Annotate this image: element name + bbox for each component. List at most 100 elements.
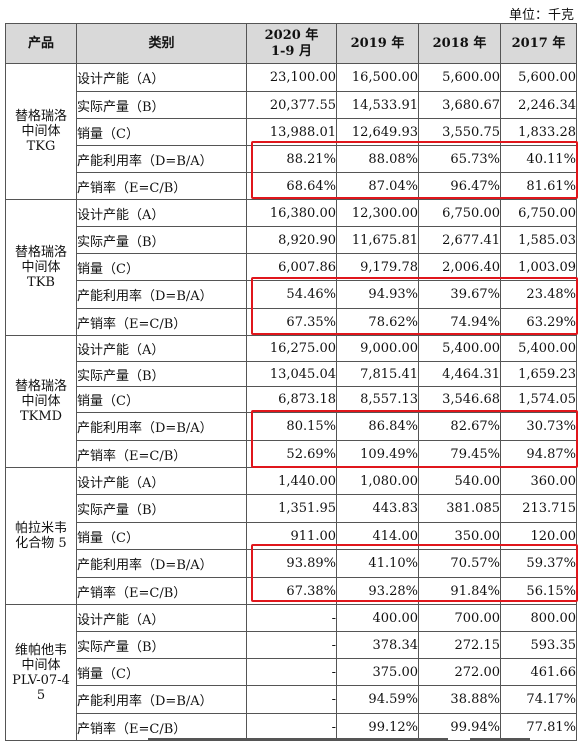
value-cell: 40.11% — [500, 145, 577, 173]
category-cell: 产销率（E=C/B） — [76, 713, 247, 741]
value-cell: 23.48% — [500, 280, 577, 309]
value-cell: 6,750.00 — [500, 199, 577, 227]
value-cell: 13,988.01 — [246, 118, 337, 146]
value-cell: 96.47% — [418, 172, 501, 200]
value-cell: 94.87% — [500, 440, 577, 468]
table-row: 实际产量（B） 20,377.55 14,533.91 3,680.67 2,246.3… — [6, 91, 577, 119]
category-cell: 实际产量（B） — [76, 494, 247, 523]
category-cell: 产能利用率（D=B/A） — [76, 412, 247, 441]
category-cell: 产能利用率（D=B/A） — [76, 549, 247, 578]
value-cell: 540.00 — [418, 467, 501, 495]
value-cell: 63.29% — [500, 308, 577, 336]
value-cell: 8,920.90 — [246, 226, 337, 254]
value-cell: 59.37% — [500, 549, 577, 578]
table-row: 实际产量（B） 1,351.95 443.83 381.085 213.715 — [6, 494, 577, 523]
table-row: 销量（C） 6,007.86 9,179.78 2,006.40 1,003.09 — [6, 253, 577, 281]
value-cell: 67.35% — [246, 308, 337, 336]
value-cell: 2,006.40 — [418, 253, 501, 281]
value-cell: 5,600.00 — [418, 63, 501, 92]
header-category: 类别 — [76, 23, 247, 64]
table-row: 销量（C） 13,988.01 12,649.93 3,550.75 1,833.28 — [6, 118, 577, 146]
value-cell: 272.00 — [418, 658, 501, 686]
value-cell: - — [246, 685, 337, 714]
category-cell: 设计产能（A） — [76, 604, 247, 632]
table-row: 产销率（E=C/B） 68.64% 87.04% 96.47% 81.61% — [6, 172, 577, 200]
category-cell: 产销率（E=C/B） — [76, 577, 247, 605]
value-cell: 93.28% — [336, 577, 419, 605]
value-cell: 3,680.67 — [418, 91, 501, 119]
value-cell: 68.64% — [246, 172, 337, 200]
value-cell: 30.73% — [500, 412, 577, 441]
value-cell: 1,659.23 — [500, 361, 577, 387]
value-cell: 700.00 — [418, 604, 501, 632]
category-cell: 设计产能（A） — [76, 199, 247, 227]
header-product: 产品 — [5, 23, 77, 64]
value-cell: 5,400.00 — [418, 335, 501, 362]
header-row: 产品 类别 2020 年 1-9 月 2019 年 2018 年 2017 年 — [5, 23, 577, 64]
value-cell: 461.66 — [500, 658, 577, 686]
category-cell: 产能利用率（D=B/A） — [76, 685, 247, 714]
value-cell: 6,007.86 — [246, 253, 337, 281]
value-cell: 67.38% — [246, 577, 337, 605]
table-row: 产销率（E=C/B） 67.38% 93.28% 91.84% 56.15% — [6, 577, 577, 605]
value-cell: 94.59% — [336, 685, 419, 714]
value-cell: 360.00 — [500, 467, 577, 495]
table-row: 产能利用率（D=B/A） 54.46% 94.93% 39.67% 23.48% — [6, 280, 577, 309]
value-cell: 39.67% — [418, 280, 501, 309]
category-cell: 销量（C） — [76, 118, 247, 146]
value-cell: 23,100.00 — [246, 63, 337, 92]
table-row: 实际产量（B） 13,045.04 7,815.41 4,464.31 1,659.23 — [6, 361, 577, 387]
unit-label: 单位：千克 — [508, 8, 574, 23]
value-cell: 2,677.41 — [418, 226, 501, 254]
cropped-text-fragment — [0, 738, 588, 750]
value-cell: 7,815.41 — [336, 361, 419, 387]
value-cell: 378.34 — [336, 631, 419, 659]
value-cell: 375.00 — [336, 658, 419, 686]
value-cell: 1,440.00 — [246, 467, 337, 495]
value-cell: 56.15% — [500, 577, 577, 605]
value-cell: 2,246.34 — [500, 91, 577, 119]
value-cell: 99.94% — [418, 713, 501, 741]
value-cell: 6,750.00 — [418, 199, 501, 227]
value-cell: 3,546.68 — [418, 386, 501, 413]
table-row: 产销率（E=C/B） 52.69% 109.49% 79.45% 94.87% — [6, 440, 577, 468]
product-name: 维帕他韦 中间体 PLV-07-4 5 — [5, 604, 77, 741]
value-cell: 80.15% — [246, 412, 337, 441]
value-cell: 1,585.03 — [500, 226, 577, 254]
table-row: 产能利用率（D=B/A） 88.21% 88.08% 65.73% 40.11% — [6, 145, 577, 173]
value-cell: 400.00 — [336, 604, 419, 632]
value-cell: 272.15 — [418, 631, 501, 659]
category-cell: 销量（C） — [76, 386, 247, 413]
table-body: 替格瑞洛 中间体 TKG 设计产能（A） 23,100.00 16,500.00 5,6… — [5, 63, 577, 741]
value-cell: 65.73% — [418, 145, 501, 173]
value-cell: 6,873.18 — [246, 386, 337, 413]
value-cell: 9,000.00 — [336, 335, 419, 362]
value-cell: 11,675.81 — [336, 226, 419, 254]
table-row: 替格瑞洛 中间体 TKB 设计产能（A） 16,380.00 12,300.00 6,7… — [5, 199, 577, 336]
category-cell: 销量（C） — [76, 253, 247, 281]
value-cell: 12,300.00 — [336, 199, 419, 227]
value-cell: 5,600.00 — [500, 63, 577, 92]
table-row: 实际产量（B） 8,920.90 11,675.81 2,677.41 1,585.03 — [6, 226, 577, 254]
header-2018: 2018 年 — [418, 23, 501, 64]
table-row: 替格瑞洛 中间体 TKG 设计产能（A） 23,100.00 16,500.00 5,6… — [5, 63, 577, 200]
value-cell: 81.61% — [500, 172, 577, 200]
value-cell: 94.93% — [336, 280, 419, 309]
table-row: 替格瑞洛 中间体 TKMD 设计产能（A） 16,275.00 9,000.00 5,4… — [5, 335, 577, 468]
category-cell: 实际产量（B） — [76, 226, 247, 254]
table-row: 产销率（E=C/B） 67.35% 78.62% 74.94% 63.29% — [6, 308, 577, 336]
value-cell: 5,400.00 — [500, 335, 577, 362]
value-cell: 213.715 — [500, 494, 577, 523]
table-row: 产能利用率（D=B/A） 93.89% 41.10% 70.57% 59.37% — [6, 549, 577, 578]
product-name: 替格瑞洛 中间体 TKG — [5, 63, 77, 200]
value-cell: 16,500.00 — [336, 63, 419, 92]
value-cell: 593.35 — [500, 631, 577, 659]
value-cell: 800.00 — [500, 604, 577, 632]
category-cell: 实际产量（B） — [76, 91, 247, 119]
table-row: 销量（C） -375.00 272.00 461.66 — [6, 658, 577, 686]
product-name: 帕拉米韦 化合物 5 — [5, 467, 77, 605]
value-cell: 41.10% — [336, 549, 419, 578]
category-cell: 产能利用率（D=B/A） — [76, 145, 247, 173]
value-cell: 1,003.09 — [500, 253, 577, 281]
value-cell: 86.84% — [336, 412, 419, 441]
